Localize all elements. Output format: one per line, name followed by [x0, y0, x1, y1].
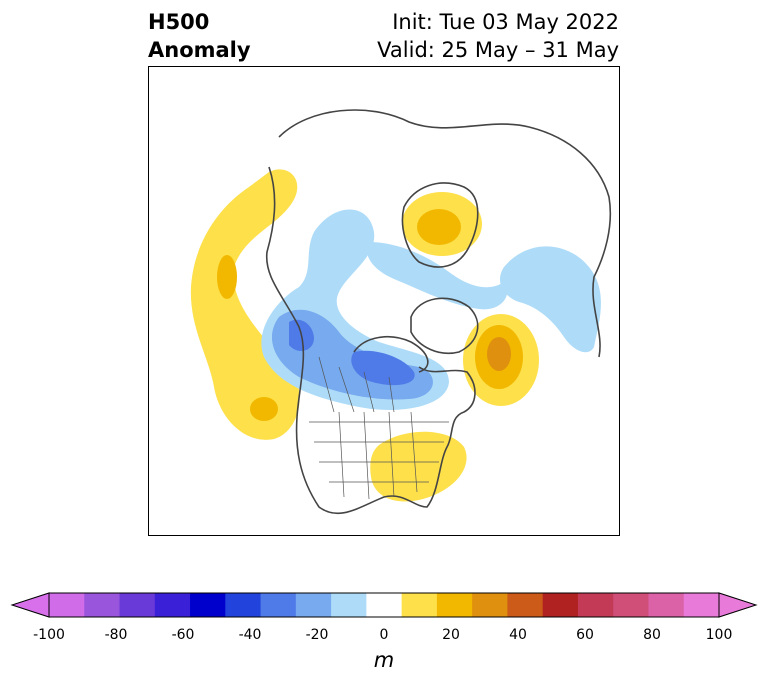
colorbar-cell [542, 593, 579, 617]
colorbar-unit-label: m [373, 648, 395, 672]
colorbar-cell [119, 593, 156, 617]
state-line [338, 411, 418, 500]
colorbar-cell [436, 593, 473, 617]
colorbar-cell [225, 593, 262, 617]
map-canvas [190, 109, 612, 515]
colorbar-extend-high [718, 592, 758, 618]
coast-greenland [410, 297, 479, 354]
colorbar-cell [260, 593, 297, 617]
coast-eurasia [278, 109, 612, 358]
anomaly-atlantic-core [487, 337, 511, 371]
colorbar-cell [190, 593, 226, 617]
colorbar-cell [507, 593, 544, 617]
colorbar-cell [154, 593, 191, 617]
anomaly-map [148, 66, 620, 536]
province-line [318, 356, 395, 413]
canada-province-borders [318, 356, 395, 413]
colorbar-cell [84, 593, 121, 617]
coast-hudson-bay [353, 336, 429, 373]
state-line [309, 421, 449, 483]
colorbar-cell [331, 593, 367, 617]
anomaly-pacific-core [250, 397, 278, 421]
colorbar-tick-label: -40 [238, 627, 262, 643]
coast-europe [401, 182, 479, 268]
colorbar-cell [49, 593, 85, 617]
anomaly-alaska-core [217, 255, 237, 299]
colorbar-cell [613, 593, 649, 617]
colorbar-cell [366, 593, 403, 617]
colorbar-tick-label: 80 [643, 627, 661, 643]
colorbar-extend-low [10, 592, 50, 618]
colorbar-tick-label: -80 [104, 627, 128, 643]
colorbar-cell [295, 593, 332, 617]
colorbar-cell [648, 593, 685, 617]
title-left: H500 Anomaly [148, 8, 251, 64]
colorbar [10, 592, 758, 618]
valid-range: Valid: 25 May – 31 May [377, 38, 619, 62]
title-variable: H500 [148, 10, 210, 34]
colorbar-tick-label: 60 [576, 627, 594, 643]
colorbar-tick-label: -20 [305, 627, 329, 643]
anomaly-alaska-positive [190, 169, 300, 440]
anomaly-siberia-negative [499, 246, 601, 353]
anomaly-hudson-core [351, 350, 415, 386]
anomaly-shading [190, 169, 601, 502]
colorbar-tick-label: -60 [171, 627, 195, 643]
colorbar-tick-label: 100 [705, 627, 733, 643]
colorbar-cell [683, 593, 720, 617]
anomaly-scandinavia-core [417, 209, 461, 245]
coastlines [265, 109, 612, 515]
colorbar-cell [472, 593, 508, 617]
init-date: Init: Tue 03 May 2022 [392, 10, 619, 34]
colorbar-cell [401, 593, 438, 617]
colorbar-outline [48, 592, 720, 618]
colorbar-tick-label: 20 [442, 627, 460, 643]
colorbar-cell [577, 593, 614, 617]
colorbar-tick-label: 0 [379, 627, 389, 643]
anomaly-arctic-negative [366, 242, 508, 310]
colorbar-tick-label: 40 [509, 627, 527, 643]
title-right: Init: Tue 03 May 2022 Valid: 25 May – 31… [377, 8, 619, 64]
title-field: Anomaly [148, 38, 251, 62]
colorbar-tick-label: -100 [33, 627, 65, 643]
us-state-borders [309, 411, 449, 500]
anomaly-eastern-us-positive [370, 431, 467, 502]
coast-north-america [265, 166, 476, 515]
